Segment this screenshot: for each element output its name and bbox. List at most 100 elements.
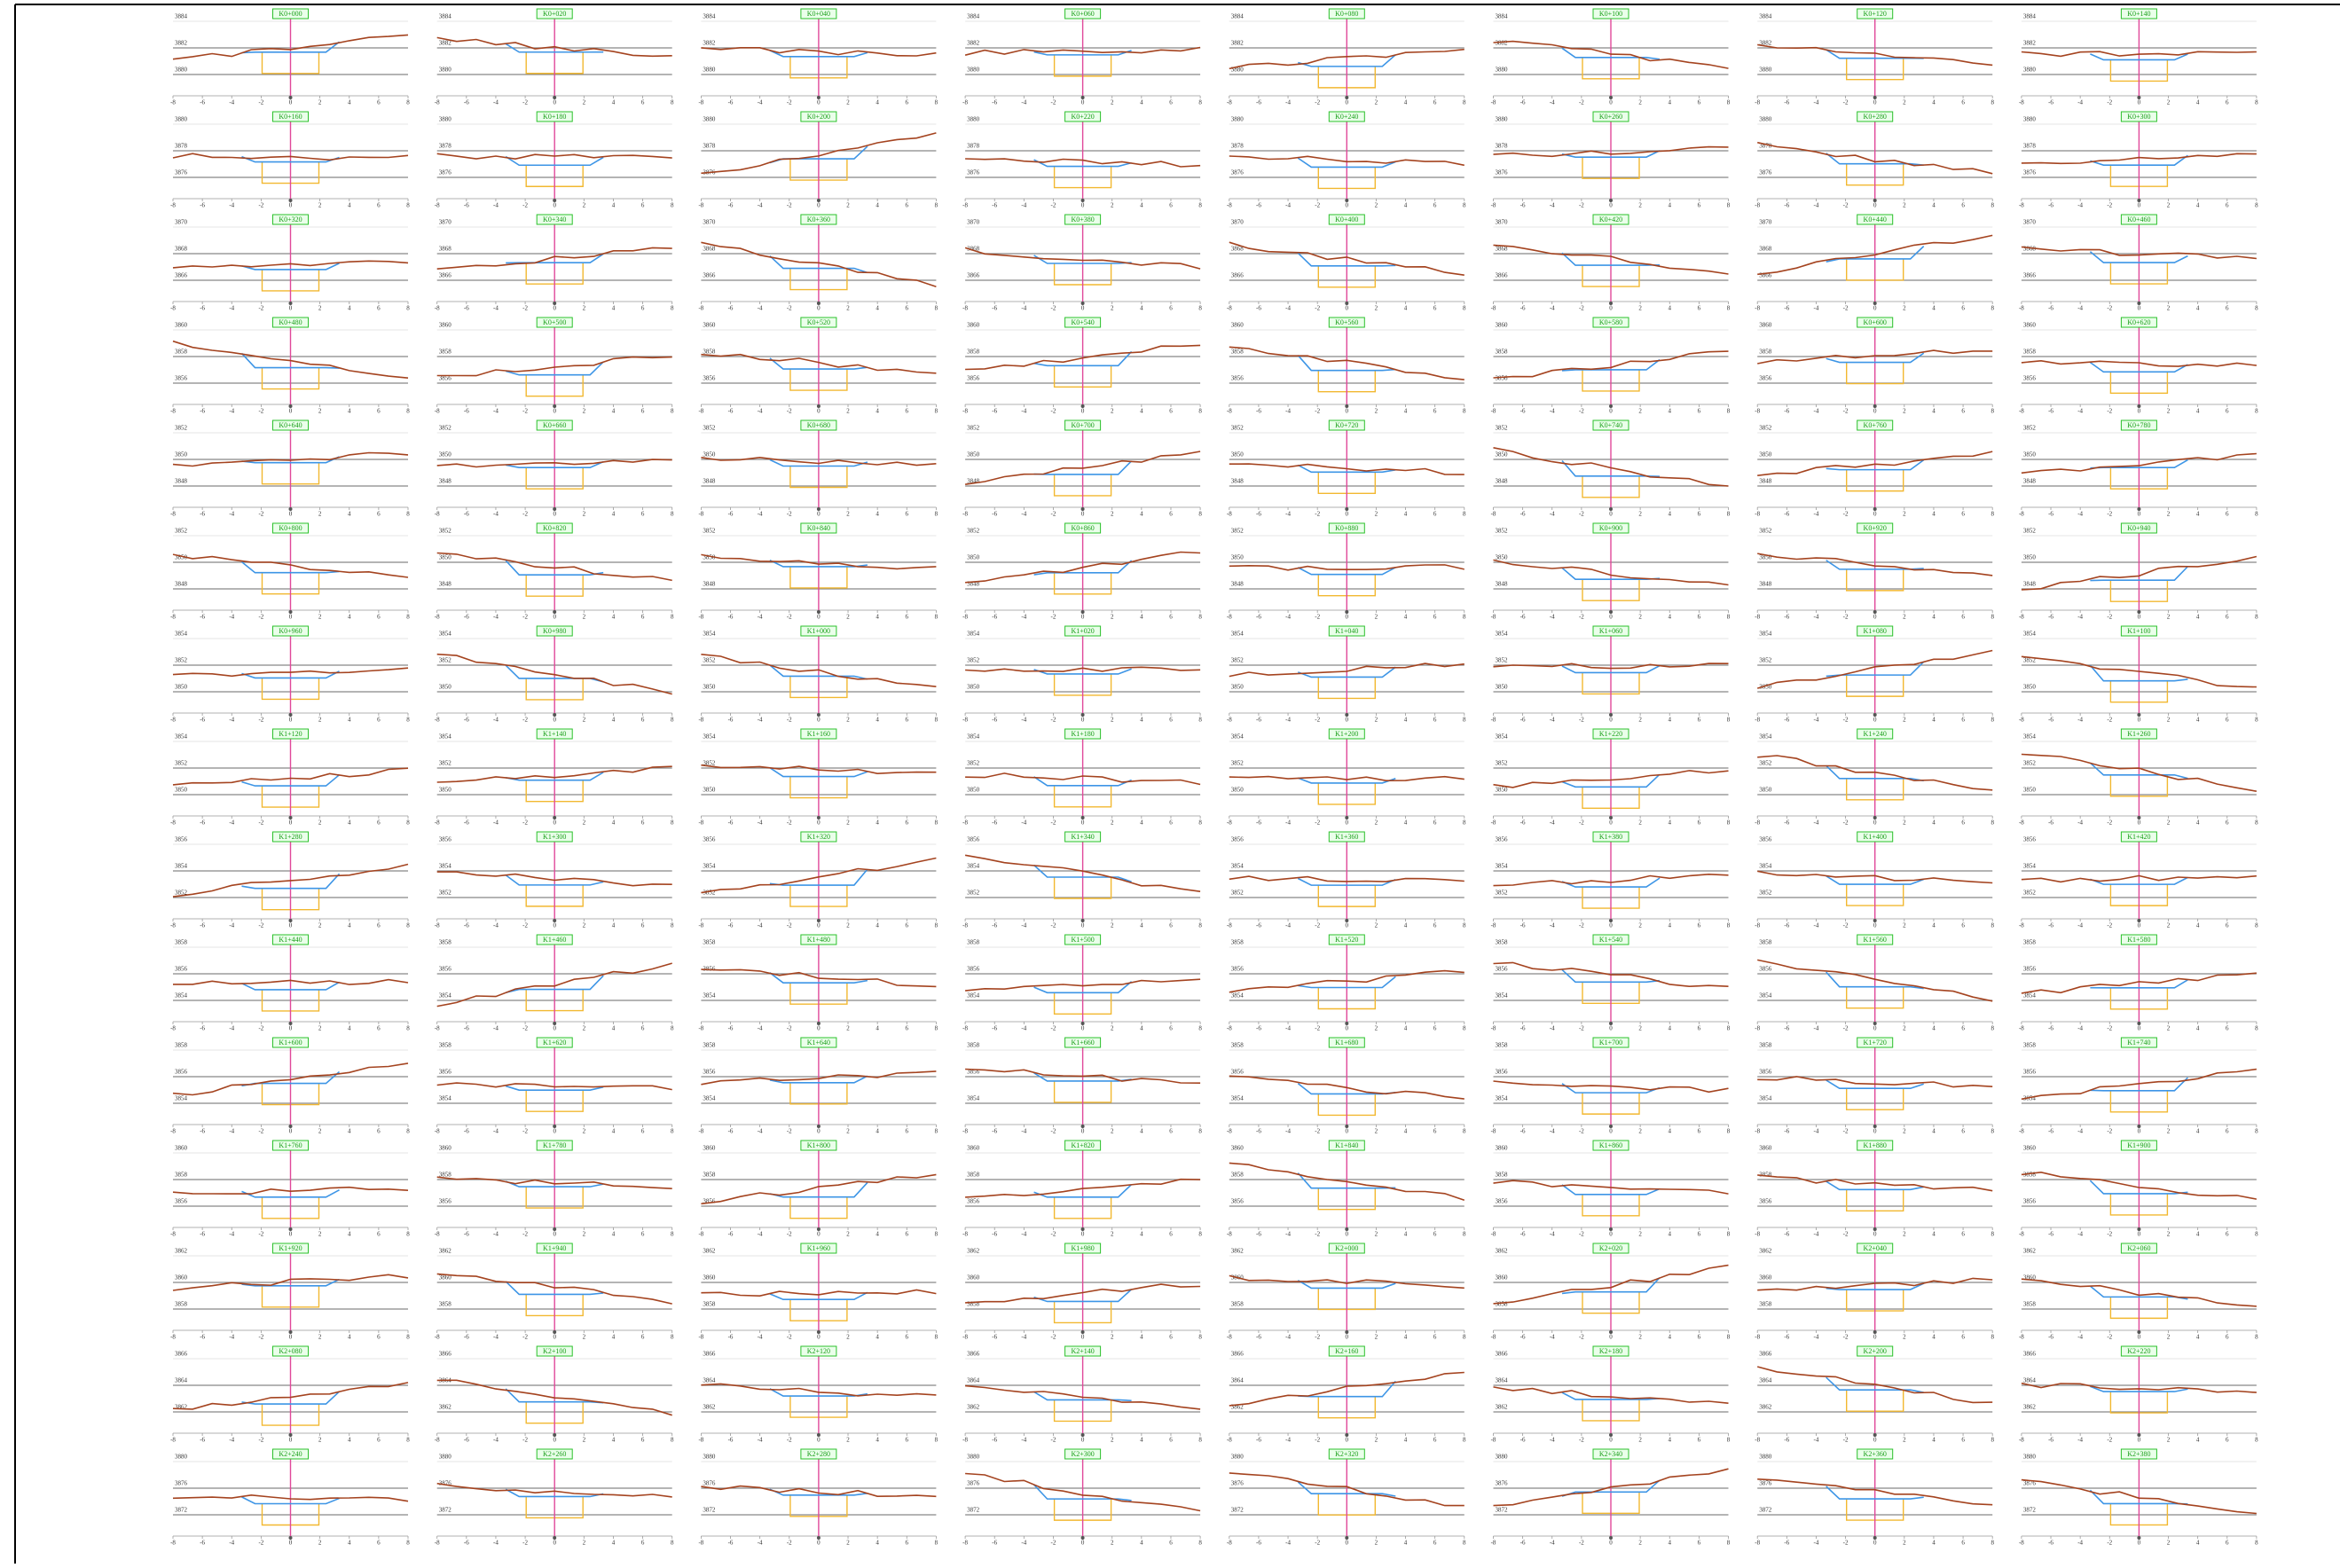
x-tick-label: 8 [671, 717, 674, 724]
x-tick-label: -8 [1755, 408, 1760, 415]
center-point [2137, 610, 2140, 614]
elevation-label: 3858 [1231, 1172, 1245, 1179]
x-tick-label: -2 [787, 408, 792, 415]
x-tick-label: -2 [787, 614, 792, 621]
x-tick-label: 6 [377, 202, 381, 209]
x-tick-label: 6 [1961, 1334, 1965, 1341]
x-tick-label: 6 [906, 1437, 909, 1444]
x-tick-label: 2 [1903, 1231, 1906, 1238]
elevation-label: 3850 [1496, 684, 1509, 691]
x-tick-label: 2 [1638, 1437, 1642, 1444]
x-tick-label: 6 [377, 1231, 381, 1238]
x-tick-label: 2 [1638, 408, 1642, 415]
x-tick-label: 2 [318, 408, 322, 415]
elevation-label: 3866 [175, 1351, 188, 1358]
x-tick-label: 6 [641, 1334, 645, 1341]
x-tick-label: -2 [1579, 717, 1584, 724]
x-tick-label: 4 [348, 1231, 351, 1238]
x-tick-label: 6 [2226, 202, 2229, 209]
x-tick-label: -8 [1755, 305, 1760, 312]
center-point [1873, 1022, 1877, 1025]
cross-section: 388438823880-8-6-4-202468K0+000 [170, 9, 410, 106]
x-tick-label: -4 [1814, 511, 1819, 518]
x-tick-label: -6 [992, 717, 997, 724]
x-tick-label: -6 [992, 1128, 997, 1135]
x-tick-label: 6 [377, 1540, 381, 1547]
station-label: K1+680 [1335, 1039, 1358, 1047]
x-tick-label: -8 [962, 1025, 968, 1032]
x-tick-label: -4 [1814, 1437, 1819, 1444]
x-tick-label: 0 [1873, 1334, 1877, 1341]
x-tick-label: 2 [846, 1334, 850, 1341]
x-tick-label: 2 [846, 408, 850, 415]
elevation-label: 3854 [967, 992, 980, 1000]
x-tick-label: 6 [377, 1437, 381, 1444]
x-tick-label: -6 [728, 1334, 734, 1341]
x-tick-label: -6 [1256, 922, 1261, 929]
elevation-label: 3854 [1231, 863, 1245, 870]
x-tick-label: 8 [671, 922, 674, 929]
elevation-label: 3860 [1759, 1145, 1772, 1152]
elevation-label: 3878 [1231, 143, 1245, 150]
center-point [817, 1227, 821, 1231]
x-tick-label: 2 [2167, 819, 2171, 827]
elevation-label: 3856 [967, 1198, 980, 1205]
x-tick-label: -4 [1550, 717, 1555, 724]
x-tick-label: -4 [229, 1128, 234, 1135]
elevation-label: 3860 [2023, 1145, 2037, 1152]
elevation-label: 3860 [175, 322, 188, 329]
elevation-label: 3882 [175, 40, 188, 47]
x-tick-label: 8 [406, 305, 410, 312]
x-tick-label: -4 [229, 614, 234, 621]
station-label: K1+920 [279, 1244, 302, 1252]
x-tick-label: -2 [1051, 1437, 1056, 1444]
elevation-label: 3858 [967, 1042, 980, 1049]
x-tick-label: 0 [289, 1128, 293, 1135]
elevation-label: 3858 [2023, 349, 2037, 356]
x-tick-label: -6 [728, 1231, 734, 1238]
x-tick-label: 0 [2138, 202, 2141, 209]
x-tick-label: -4 [229, 1540, 234, 1547]
x-tick-label: 0 [2138, 717, 2141, 724]
x-tick-label: -6 [1520, 1437, 1526, 1444]
cross-section: 386038583856-8-6-4-202468K1+820 [962, 1141, 1202, 1238]
x-tick-label: -2 [787, 819, 792, 827]
center-point [1345, 199, 1348, 202]
x-tick-label: 6 [377, 819, 381, 827]
x-tick-label: -8 [1227, 1128, 1232, 1135]
center-point [2137, 1330, 2140, 1334]
cross-section: 388038783876-8-6-4-202468K0+160 [170, 112, 410, 209]
elevation-label: 3856 [967, 966, 980, 973]
x-tick-label: -6 [728, 922, 734, 929]
x-tick-label: -2 [1843, 922, 1849, 929]
x-tick-label: 6 [1169, 511, 1173, 518]
x-tick-label: -8 [1227, 1437, 1232, 1444]
x-tick-label: 6 [906, 99, 909, 106]
x-tick-label: 6 [1961, 511, 1965, 518]
x-tick-label: 4 [1404, 1231, 1408, 1238]
elevation-label: 3852 [967, 657, 980, 664]
station-label: K1+380 [1599, 833, 1622, 841]
x-tick-label: 0 [1346, 305, 1349, 312]
elevation-label: 3872 [967, 1507, 980, 1514]
x-tick-label: 8 [1463, 1437, 1466, 1444]
station-label: K1+080 [1864, 627, 1887, 635]
x-tick-label: 4 [876, 99, 879, 106]
x-tick-label: 2 [1638, 305, 1642, 312]
x-tick-label: -8 [170, 408, 176, 415]
elevation-label: 3856 [1759, 1069, 1772, 1076]
x-tick-label: 8 [1198, 1231, 1202, 1238]
elevation-label: 3876 [2023, 169, 2037, 176]
x-tick-label: 6 [377, 99, 381, 106]
x-tick-label: 8 [1198, 202, 1202, 209]
center-point [289, 1433, 293, 1437]
elevation-label: 3858 [1231, 1042, 1245, 1049]
x-tick-label: 6 [906, 1025, 909, 1032]
x-tick-label: 2 [1638, 1128, 1642, 1135]
x-tick-label: -6 [2048, 922, 2053, 929]
x-tick-label: -8 [962, 408, 968, 415]
elevation-label: 3862 [175, 1248, 188, 1255]
elevation-label: 3880 [1496, 116, 1509, 123]
x-tick-label: 0 [2138, 511, 2141, 518]
elevation-label: 3854 [703, 1095, 716, 1102]
